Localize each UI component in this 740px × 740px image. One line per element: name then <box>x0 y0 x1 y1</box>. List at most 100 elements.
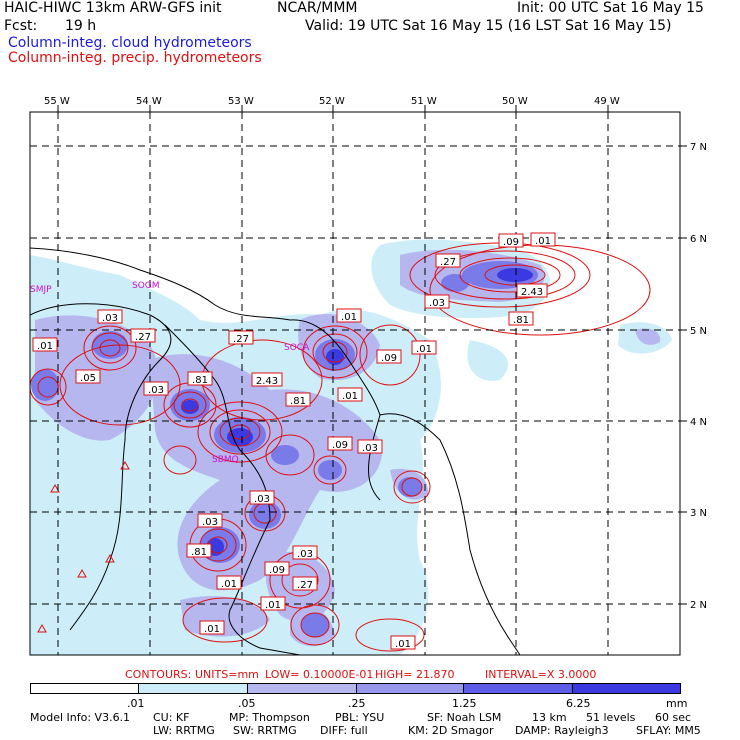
model-info-cu: CU: KF <box>153 711 190 724</box>
contour-label-box <box>498 233 524 248</box>
contour-label: .01 <box>341 312 357 323</box>
contour-label-box <box>292 576 318 591</box>
colorbar-segment <box>463 683 573 694</box>
model-info-damp: DAMP: Rayleigh3 <box>515 724 609 737</box>
contour-label-box <box>327 436 353 451</box>
contour-label-box <box>228 330 254 345</box>
contour-label: .03 <box>297 549 313 560</box>
model-info-sf: SF: Noah LSM <box>427 711 502 724</box>
model-info-km: KM: 2D Smagor <box>408 724 494 737</box>
contour-label: .05 <box>80 373 96 384</box>
contour-label: .01 <box>535 236 551 247</box>
lat-label: 5 N <box>690 326 707 337</box>
contour-label-box <box>32 337 58 352</box>
model-info-version: Model Info: V3.6.1 <box>30 711 131 724</box>
contour-label: .81 <box>513 315 529 326</box>
org-label: NCAR/MMM <box>277 0 358 16</box>
contour-label: .01 <box>342 391 358 402</box>
lon-label: 52 W <box>319 96 345 107</box>
contour-label-box <box>508 311 534 326</box>
contour-label-box <box>435 253 461 268</box>
contour-label: .27 <box>233 334 249 345</box>
colorbar-tick: .05 <box>238 697 256 710</box>
contour-label-box <box>199 620 225 635</box>
lon-label: 55 W <box>44 96 70 107</box>
contour-label: .01 <box>416 344 432 355</box>
contour-label-box <box>516 283 548 298</box>
station-label: SOGM <box>132 281 160 291</box>
contour-label: .01 <box>221 579 237 590</box>
model-info-lw: LW: RRTMG <box>153 724 215 737</box>
contour-label: .09 <box>269 565 285 576</box>
colorbar-tick: 6.25 <box>566 697 591 710</box>
contour-label-box <box>130 328 156 343</box>
lat-label: 3 N <box>690 508 707 519</box>
lon-label: 50 W <box>502 96 528 107</box>
model-info-levels: 51 levels <box>586 711 636 724</box>
contour-label: .03 <box>202 517 218 528</box>
contour-label-box <box>357 439 383 454</box>
contour-label-box <box>143 381 169 396</box>
model-info-mp: MP: Thompson <box>229 711 310 724</box>
contour-label: .03 <box>148 385 164 396</box>
colorbar-segment <box>247 683 357 694</box>
contour-label-box <box>75 369 101 384</box>
station-label: SBMQ <box>212 455 239 465</box>
contour-label-box <box>337 387 363 402</box>
contour-label: .81 <box>192 375 208 386</box>
contour-label-box <box>186 543 212 558</box>
colorbar-segment <box>572 683 681 694</box>
colorbar-unit: mm <box>666 697 688 710</box>
contour-label-box <box>187 371 213 386</box>
station-label: SMJP <box>30 285 52 295</box>
valid-time: Valid: 19 UTC Sat 16 May 15 (16 LST Sat … <box>305 18 672 34</box>
contour-label: .81 <box>290 396 306 407</box>
contour-label-box <box>197 513 223 528</box>
contour-label: 2.43 <box>521 287 543 298</box>
contour-label-box <box>376 349 402 364</box>
model-info-diff: DIFF: full <box>320 724 368 737</box>
contours-low: LOW= 0.10000E-01 <box>265 668 374 681</box>
map-frame <box>29 111 681 656</box>
legend-precip: Column-integ. precip. hydrometeors <box>8 50 262 66</box>
contour-label-box <box>285 392 311 407</box>
contour-label: .03 <box>362 443 378 454</box>
colorbar-segment <box>138 683 248 694</box>
model-info-res: 13 km <box>532 711 567 724</box>
contour-label: .01 <box>37 341 53 352</box>
fcst-value: 19 h <box>65 18 97 34</box>
lon-label: 51 W <box>411 96 437 107</box>
lon-label: 54 W <box>136 96 162 107</box>
contour-label: .03 <box>102 313 118 324</box>
contour-label-box <box>97 309 123 324</box>
lat-label: 6 N <box>690 234 707 245</box>
colorbar-segment <box>30 683 139 694</box>
contour-label-box <box>264 561 290 576</box>
legend-cloud: Column-integ. cloud hydrometeors <box>8 35 252 51</box>
contours-units: UNITS=mm <box>195 668 259 681</box>
contour-label: .27 <box>440 257 456 268</box>
contour-label: .01 <box>204 624 220 635</box>
contour-label: .01 <box>395 639 411 650</box>
contours-interval: INTERVAL=X 3.0000 <box>485 668 597 681</box>
station-label: SOCA <box>284 343 310 353</box>
contour-label: .27 <box>135 332 151 343</box>
contour-label-box <box>292 545 318 560</box>
contour-label: 2.43 <box>256 376 278 387</box>
contour-label-box <box>411 340 437 355</box>
contour-label: .03 <box>429 298 445 309</box>
fcst-label: Fcst: <box>4 18 38 34</box>
init-time: Init: 00 UTC Sat 16 May 15 <box>517 0 704 16</box>
lat-label: 7 N <box>690 142 707 153</box>
model-info-sw: SW: RRTMG <box>233 724 297 737</box>
contour-label-box <box>216 575 242 590</box>
colorbar-tick: 1.25 <box>452 697 477 710</box>
lon-label: 53 W <box>228 96 254 107</box>
colorbar-tick: .01 <box>127 697 145 710</box>
contour-label: .03 <box>254 494 270 505</box>
model-title: HAIC-HIWC 13km ARW-GFS init <box>4 0 222 16</box>
lon-label: 49 W <box>594 96 620 107</box>
colorbar-tick: .25 <box>348 697 366 710</box>
contour-label-box <box>249 490 275 505</box>
